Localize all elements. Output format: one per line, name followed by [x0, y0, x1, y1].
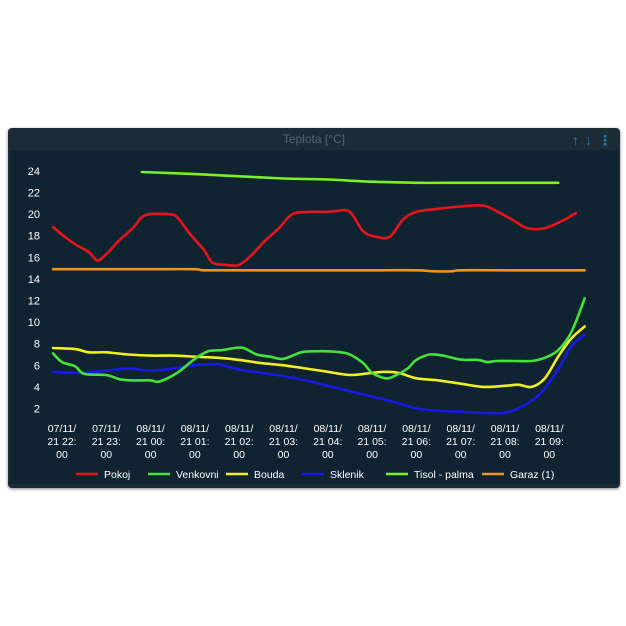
y-tick-label: 8: [34, 339, 40, 351]
x-tick-label: 08/11/21 06: 00: [402, 423, 431, 461]
series-line-sklenik: [51, 333, 586, 415]
x-tick-label: 08/11/21 01: 00: [180, 423, 209, 461]
x-tick-label: 07/11/21 22: 00: [47, 423, 76, 461]
x-tick-label: 07/11/21 23: 00: [92, 423, 121, 461]
y-tick-label: 18: [28, 231, 40, 243]
x-tick-label: 08/11/21 03: 00: [269, 423, 298, 461]
y-tick-label: 4: [34, 382, 40, 394]
legend-label: Garaz (1): [510, 469, 554, 481]
y-tick-label: 2: [34, 404, 40, 416]
y-tick-label: 24: [28, 166, 40, 178]
x-tick-label: 08/11/21 00: 00: [136, 423, 165, 461]
x-tick-label: 08/11/21 04: 00: [313, 423, 342, 461]
x-tick-label: 08/11/21 05: 00: [357, 423, 386, 461]
legend-label: Pokoj: [104, 469, 130, 481]
widget-toolbar: ↑ ↓ ⋮: [572, 128, 612, 152]
arrow-up-icon[interactable]: ↑: [572, 132, 579, 148]
series-line-venkovni: [51, 297, 586, 384]
plot-area: 2 4 6 8 10 12 14 16 18 20 22 24 07/11/21 22: 00 07/11/…: [10, 150, 618, 484]
chart-widget: Teplota [°C] ↑ ↓ ⋮ 2 4 6 8 10 12 14 16 18 20 22 24 0…: [8, 128, 620, 488]
arrow-down-icon[interactable]: ↓: [585, 132, 592, 148]
legend-label: Sklenik: [330, 469, 365, 481]
y-tick-label: 6: [34, 360, 40, 372]
x-tick-label: 08/11/21 08: 00: [490, 423, 519, 461]
y-tick-label: 10: [28, 317, 40, 329]
x-tick-label: 08/11/21 02: 00: [225, 423, 254, 461]
chart-title: Teplota [°C]: [282, 132, 346, 146]
legend-label: Venkovni: [176, 469, 219, 481]
series-line-tisol-palma: [140, 170, 560, 185]
series-line-pokoj: [51, 203, 578, 268]
series-line-garaz-1: [51, 267, 586, 273]
legend-label: Tisol - palma: [414, 469, 474, 481]
x-tick-label: 08/11/21 07: 00: [446, 423, 475, 461]
y-tick-label: 14: [28, 274, 40, 286]
legend-label: Bouda: [254, 469, 285, 481]
y-tick-label: 12: [28, 296, 40, 308]
series-line-bouda: [51, 325, 586, 389]
y-tick-label: 16: [28, 252, 40, 264]
y-tick-label: 20: [28, 209, 40, 221]
x-tick-label: 08/11/21 09: 00: [535, 423, 564, 461]
vertical-dots-icon[interactable]: ⋮: [598, 132, 612, 148]
y-tick-label: 22: [28, 188, 40, 200]
